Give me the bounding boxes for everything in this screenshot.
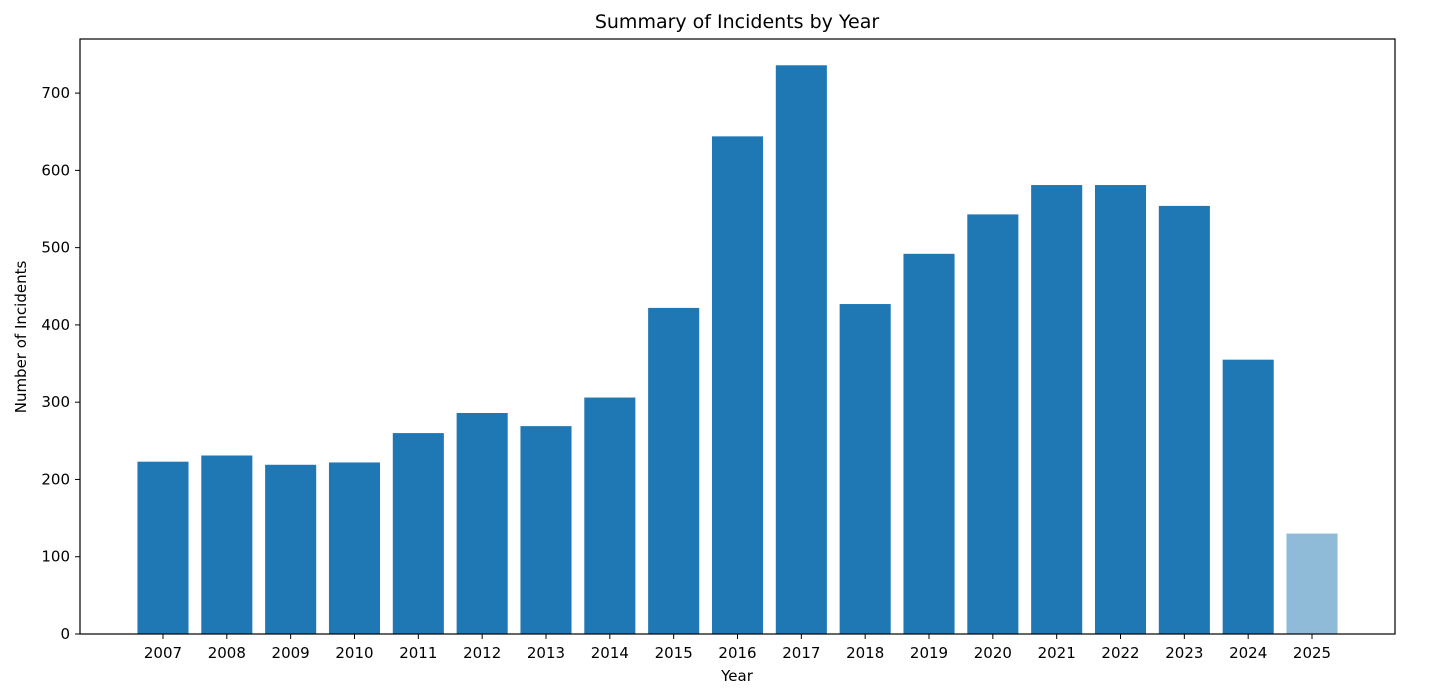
bar-2025 <box>1286 533 1338 634</box>
x-tick-label-2010: 2010 <box>335 644 373 662</box>
x-axis-ticks: 2007 2008 2009 2010 2011 2012 2013 2014 2015 2016… <box>144 634 1331 662</box>
bar-2020 <box>967 214 1019 634</box>
y-tick-label-0: 0 <box>60 625 70 643</box>
bar-2013 <box>520 426 572 634</box>
bar-2024 <box>1222 359 1274 634</box>
x-tick-label-2021: 2021 <box>1038 644 1076 662</box>
y-axis-ticks: 0 100 200 300 400 500 600 700 <box>41 84 80 643</box>
bar-2008 <box>201 455 253 634</box>
y-axis-label: Number of Incidents <box>12 261 30 414</box>
bar-2012 <box>456 413 508 634</box>
x-tick-label-2016: 2016 <box>718 644 756 662</box>
x-tick-label-2025: 2025 <box>1293 644 1331 662</box>
bar-2007 <box>137 461 189 634</box>
bar-2019 <box>903 253 955 634</box>
x-tick-label-2018: 2018 <box>846 644 884 662</box>
y-tick-label-300: 300 <box>41 393 70 411</box>
y-tick-label-400: 400 <box>41 316 70 334</box>
bar-2016 <box>711 136 764 634</box>
x-tick-label-2019: 2019 <box>910 644 948 662</box>
bar-2014 <box>584 397 636 634</box>
x-tick-label-2024: 2024 <box>1229 644 1267 662</box>
x-axis-label: Year <box>720 667 754 685</box>
bar-2015 <box>648 307 700 634</box>
y-tick-label-100: 100 <box>41 548 70 566</box>
x-tick-label-2009: 2009 <box>272 644 310 662</box>
chart-title: Summary of Incidents by Year <box>595 11 880 33</box>
y-tick-label-700: 700 <box>41 84 70 102</box>
bars-group <box>137 65 1338 635</box>
y-tick-label-500: 500 <box>41 239 70 257</box>
x-tick-label-2023: 2023 <box>1165 644 1203 662</box>
bar-2011 <box>392 433 444 634</box>
x-tick-label-2020: 2020 <box>974 644 1012 662</box>
x-tick-label-2022: 2022 <box>1101 644 1139 662</box>
y-tick-label-200: 200 <box>41 470 70 488</box>
bar-2010 <box>328 462 381 634</box>
bar-2018 <box>839 304 891 634</box>
bar-2022 <box>1094 185 1147 634</box>
y-tick-label-600: 600 <box>41 161 70 179</box>
x-tick-label-2017: 2017 <box>782 644 820 662</box>
bar-2017 <box>775 65 827 635</box>
plot-frame <box>79 38 1396 635</box>
bar-2009 <box>265 464 317 634</box>
x-tick-label-2011: 2011 <box>399 644 437 662</box>
x-tick-label-2014: 2014 <box>591 644 629 662</box>
x-tick-label-2007: 2007 <box>144 644 182 662</box>
bar-2021 <box>1031 185 1083 634</box>
x-tick-label-2013: 2013 <box>527 644 565 662</box>
x-tick-label-2012: 2012 <box>463 644 501 662</box>
x-tick-label-2015: 2015 <box>655 644 693 662</box>
x-tick-label-2008: 2008 <box>208 644 246 662</box>
bar-2023 <box>1158 205 1210 634</box>
